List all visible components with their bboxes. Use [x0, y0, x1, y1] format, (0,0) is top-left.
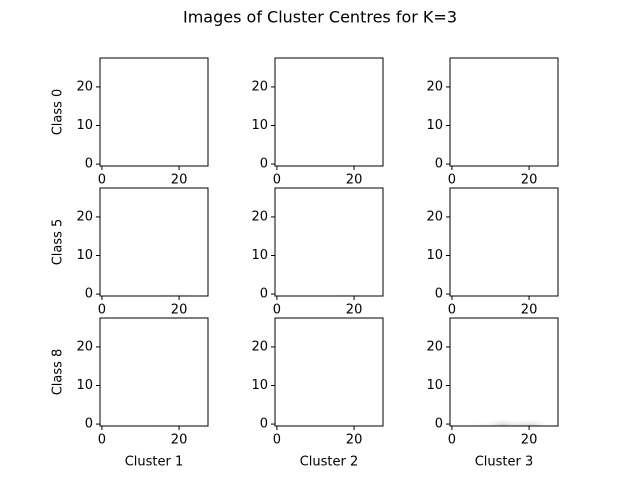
y-tick-label: 10	[76, 248, 93, 263]
letter	[471, 183, 533, 252]
row-label: Class 0	[51, 89, 66, 136]
letter-stroke	[125, 183, 187, 252]
y-tick-label: 20	[76, 79, 93, 94]
y-tick-label: 20	[426, 339, 443, 354]
y-tick-label: 20	[76, 209, 93, 224]
x-tick-label: 20	[346, 303, 363, 318]
letter-halo	[471, 313, 540, 382]
y-tick-label: 10	[426, 248, 443, 263]
axes-frame	[99, 187, 209, 297]
x-tick-label: 0	[98, 173, 106, 188]
letter-halo	[292, 183, 358, 249]
y-tick-label: 10	[251, 248, 268, 263]
y-tick-label: 20	[251, 79, 268, 94]
cluster-image	[300, 309, 354, 383]
y-tick-label: 0	[435, 417, 443, 432]
letter-stroke	[483, 344, 533, 348]
letter	[471, 313, 540, 382]
y-tick-label: 20	[426, 79, 443, 94]
column-label: Cluster 1	[125, 455, 184, 470]
x-tick-label: 20	[171, 433, 188, 448]
letter	[300, 309, 354, 383]
axes-frame	[99, 317, 209, 427]
axes-frame	[99, 57, 209, 167]
y-tick-label: 10	[76, 118, 93, 133]
letter-stroke	[144, 309, 183, 387]
letter-halo	[483, 344, 533, 348]
column-label: Cluster 2	[300, 455, 359, 470]
letter-halo	[125, 183, 187, 252]
y-tick-label: 0	[260, 287, 268, 302]
cluster-image	[471, 313, 540, 382]
y-tick-label: 0	[85, 417, 93, 432]
y-tick-label: 20	[251, 339, 268, 354]
y-tick-label: 10	[426, 118, 443, 133]
axes-frame	[449, 317, 559, 427]
x-tick-label: 0	[98, 433, 106, 448]
x-tick-label: 0	[448, 433, 456, 448]
y-tick-label: 0	[85, 287, 93, 302]
letter-stroke	[319, 309, 354, 383]
y-tick-label: 20	[76, 339, 93, 354]
cluster-image	[125, 183, 187, 252]
x-tick-label: 20	[521, 303, 538, 318]
x-tick-label: 20	[171, 303, 188, 318]
column-label: Cluster 3	[475, 455, 534, 470]
cluster-image	[133, 309, 183, 387]
letter-halo	[300, 346, 339, 360]
y-tick-label: 20	[251, 209, 268, 224]
axes-frame	[449, 187, 559, 297]
x-tick-label: 0	[448, 173, 456, 188]
y-tick-label: 0	[435, 157, 443, 172]
y-tick-label: 10	[251, 118, 268, 133]
letter	[292, 183, 358, 249]
letter-halo	[471, 183, 533, 252]
y-tick-label: 20	[426, 209, 443, 224]
axes-frame	[449, 57, 559, 167]
y-tick-label: 0	[260, 157, 268, 172]
row-label: Class 5	[51, 219, 66, 266]
y-tick-label: 10	[426, 378, 443, 393]
y-tick-label: 0	[260, 417, 268, 432]
y-tick-label: 0	[85, 157, 93, 172]
x-tick-label: 20	[171, 173, 188, 188]
cluster-image	[471, 183, 533, 252]
letter	[133, 309, 183, 387]
x-tick-label: 20	[521, 173, 538, 188]
x-tick-label: 20	[346, 173, 363, 188]
x-tick-label: 0	[273, 173, 281, 188]
cluster-image	[292, 183, 358, 249]
axes-frame	[274, 317, 384, 427]
letter-stroke	[300, 346, 339, 360]
x-tick-label: 20	[346, 433, 363, 448]
letter-halo	[144, 309, 183, 387]
y-tick-label: 10	[76, 378, 93, 393]
letter-stroke	[471, 183, 533, 252]
x-tick-label: 0	[448, 303, 456, 318]
x-tick-label: 20	[521, 433, 538, 448]
y-tick-label: 0	[435, 287, 443, 302]
x-tick-label: 0	[98, 303, 106, 318]
x-tick-label: 0	[273, 303, 281, 318]
letter-halo	[308, 218, 354, 222]
figure-title: Images of Cluster Centres for K=3	[183, 8, 457, 27]
y-tick-label: 10	[251, 378, 268, 393]
letter-halo	[319, 309, 354, 383]
letter-stroke	[308, 218, 354, 222]
letter-stroke	[471, 313, 540, 382]
letter	[125, 183, 187, 252]
axes-frame	[274, 57, 384, 167]
row-label: Class 8	[51, 349, 66, 396]
axes-frame	[274, 187, 384, 297]
x-tick-label: 0	[273, 433, 281, 448]
letter-stroke	[292, 183, 358, 249]
